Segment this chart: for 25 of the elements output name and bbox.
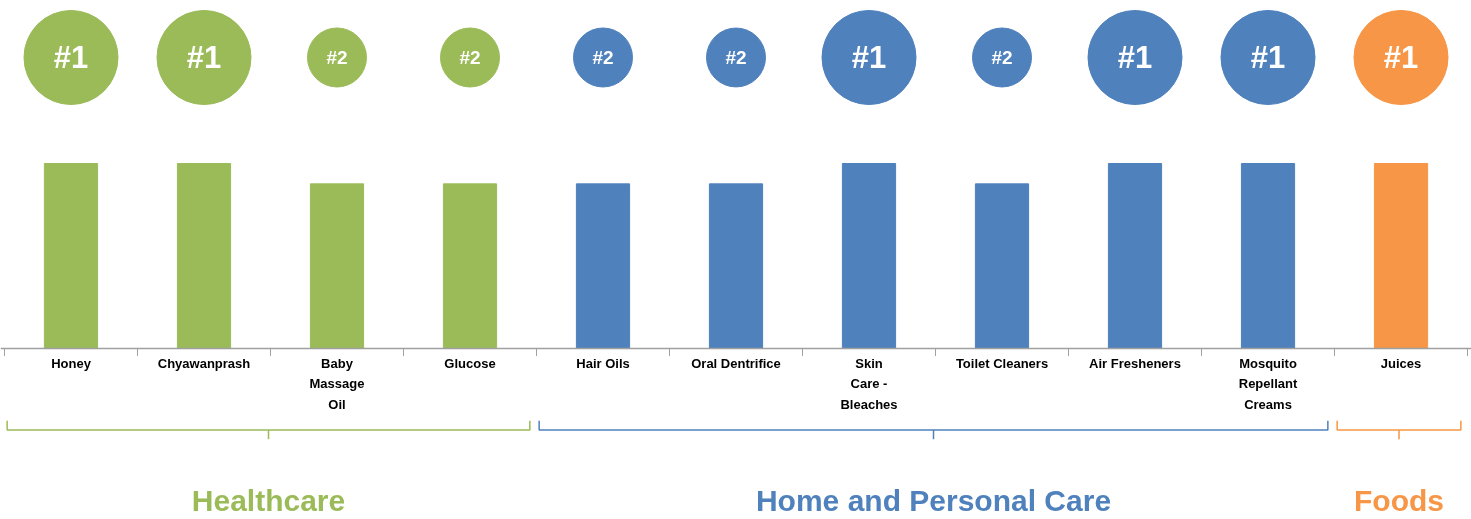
text: #2 <box>991 46 1013 68</box>
text: Foods <box>1354 483 1445 517</box>
text: Home and Personal Care <box>755 483 1112 517</box>
x-tick-label: Mosquito Repellant Creams <box>1238 355 1298 412</box>
text: #1 <box>1383 39 1419 75</box>
text: #1 <box>1250 39 1286 75</box>
text: #1 <box>53 39 89 75</box>
x-tick-label: Oral Dentrifice <box>691 355 781 371</box>
text: #2 <box>459 46 481 68</box>
text: #1 <box>1117 39 1153 75</box>
text: #2 <box>725 46 747 68</box>
x-tick-label: Honey <box>51 355 92 371</box>
x-tick-label: Skin Care - Bleaches <box>840 355 898 412</box>
x-tick-label: Glucose <box>444 355 496 371</box>
text: #1 <box>186 39 222 75</box>
x-tick-label: Hair Oils <box>576 355 630 371</box>
x-tick-label: Air Fresheners <box>1089 355 1181 371</box>
x-tick-label: Juices <box>1380 355 1422 371</box>
x-tick-label: Toilet Cleaners <box>955 355 1049 371</box>
text: #2 <box>326 46 348 68</box>
text: #1 <box>851 39 887 75</box>
x-tick-label: Baby Massage Oil <box>309 355 365 412</box>
x-tick-label: Chyawanprash <box>157 355 251 371</box>
text: #2 <box>592 46 614 68</box>
text: Healthcare <box>191 483 346 517</box>
